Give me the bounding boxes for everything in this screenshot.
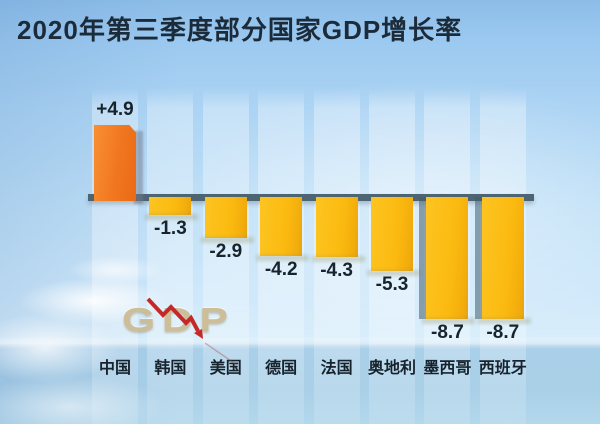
category-label: 中国 [98, 360, 131, 377]
category-label: 德国 [265, 360, 298, 377]
bar-negative [311, 197, 365, 262]
bar-face [94, 125, 136, 201]
bar-face [260, 197, 303, 256]
bar-negative [256, 197, 310, 261]
bar-bottom-shadow [477, 318, 531, 324]
bar-bottom-shadow [200, 237, 254, 243]
value-label: -4.2 [264, 259, 298, 280]
value-label: -1.3 [154, 218, 187, 239]
category-label: 西班牙 [478, 360, 527, 377]
bar-face [204, 197, 247, 238]
column-stripe [202, 88, 249, 424]
page-title: 2020年第三季度部分国家GDP增长率 [17, 15, 463, 45]
category-label: 法国 [320, 360, 353, 377]
cloud-icon [0, 313, 120, 383]
bar-face [149, 197, 192, 215]
bar-face [426, 197, 469, 319]
bar-face [481, 197, 524, 319]
column-stripe [258, 88, 305, 424]
bar-bottom-shadow [145, 214, 199, 220]
gdp-watermark: GDP [122, 301, 235, 338]
bar-left-shadow [419, 197, 427, 319]
chart-baseline [88, 194, 534, 201]
bar-bottom-shadow [367, 270, 420, 276]
value-label: -4.3 [320, 260, 353, 281]
value-label: +4.9 [96, 99, 134, 120]
bar-positive [94, 125, 143, 204]
bar-negative [474, 197, 531, 324]
value-label: -8.7 [486, 322, 520, 343]
bar-bottom-shadow [311, 256, 365, 262]
bar-side-shadow [134, 131, 143, 204]
bar-face [315, 197, 358, 257]
bar-negative [145, 197, 199, 220]
bar-negative [200, 197, 254, 243]
bar-negative [367, 197, 420, 276]
category-label: 美国 [209, 360, 242, 377]
category-label: 墨西哥 [423, 360, 472, 377]
column-stripe [147, 88, 194, 424]
category-label: 韩国 [154, 360, 187, 377]
bar-bottom-shadow [256, 255, 310, 261]
value-label: -8.7 [431, 322, 464, 343]
bar-face [371, 197, 413, 271]
value-label: -5.3 [375, 274, 409, 295]
bar-bottom-shadow [422, 318, 476, 324]
bar-negative [419, 197, 476, 324]
category-label: 奥地利 [367, 360, 416, 377]
bar-left-shadow [474, 197, 482, 319]
value-label: -2.9 [209, 241, 243, 262]
cloud-icon [68, 256, 163, 284]
horizon-highlight [0, 337, 600, 349]
